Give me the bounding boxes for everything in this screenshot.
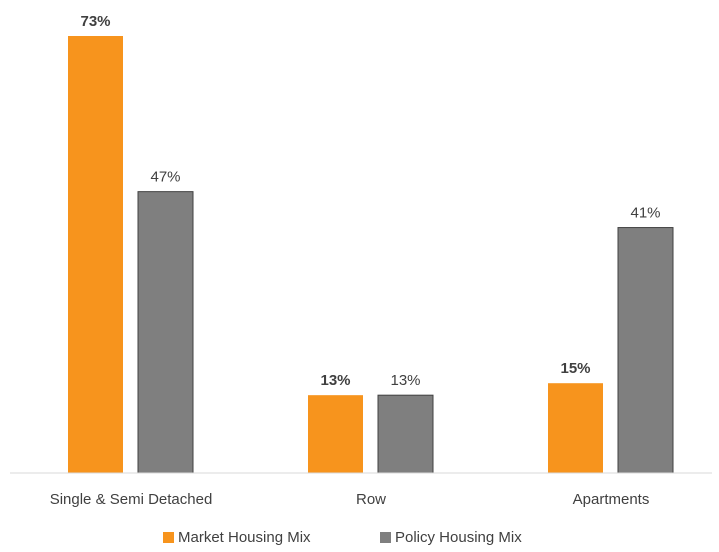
data-label: 47% [150, 169, 180, 186]
legend-label: Market Housing Mix [178, 529, 311, 546]
bar [617, 227, 674, 474]
legend-swatch [163, 532, 174, 543]
legend-label: Policy Housing Mix [395, 529, 522, 546]
bar [308, 395, 363, 473]
data-label: 13% [320, 372, 350, 389]
bar [377, 394, 434, 474]
bar [68, 36, 123, 473]
x-tick-label: Row [356, 491, 386, 508]
data-label: 41% [630, 205, 660, 222]
bar [137, 191, 194, 474]
x-tick-label: Single & Semi Detached [50, 491, 213, 508]
data-label: 13% [390, 372, 420, 389]
bar [548, 383, 603, 473]
data-label: 73% [80, 13, 110, 30]
legend-swatch [380, 532, 391, 543]
x-tick-label: Apartments [573, 491, 650, 508]
data-label: 15% [560, 360, 590, 377]
